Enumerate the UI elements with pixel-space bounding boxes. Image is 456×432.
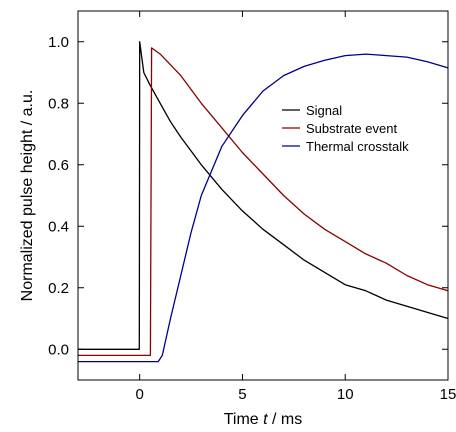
x-axis-label-part: t [263, 411, 268, 428]
series-line-2 [78, 53, 449, 363]
legend-label-2: Thermal crosstalk [306, 139, 409, 154]
y-tick-label: 0.6 [48, 157, 69, 174]
ticks-layer: 0 5 10 15 0.0 0.2 0.4 0.6 0.8 1.0 [48, 11, 456, 403]
y-tick-label: 0.8 [48, 95, 69, 112]
x-tick-label: 15 [440, 386, 456, 403]
y-tick-label: 0.2 [48, 280, 69, 297]
x-axis-label: Time t / ms [224, 411, 303, 428]
y-tick-label: 1.0 [48, 34, 69, 51]
x-axis-label-part: / ms [268, 411, 303, 428]
legend-label-0: Signal [306, 103, 342, 118]
y-axis-label: Normalized pulse height / a.u. [19, 90, 36, 302]
series-line-0 [78, 41, 449, 350]
x-tick-label: 5 [238, 386, 246, 403]
x-tick-label: 10 [337, 386, 354, 403]
series-layer [78, 41, 449, 363]
y-tick-label: 0.4 [48, 218, 69, 235]
y-tick-label: 0.0 [48, 341, 69, 358]
plot-frame [77, 10, 449, 381]
series-line-1 [78, 47, 449, 357]
x-axis-label-part: Time [224, 411, 263, 428]
legend: Signal Substrate event Thermal crosstalk [282, 103, 409, 154]
x-tick-label: 0 [135, 386, 143, 403]
legend-label-1: Substrate event [306, 121, 397, 136]
